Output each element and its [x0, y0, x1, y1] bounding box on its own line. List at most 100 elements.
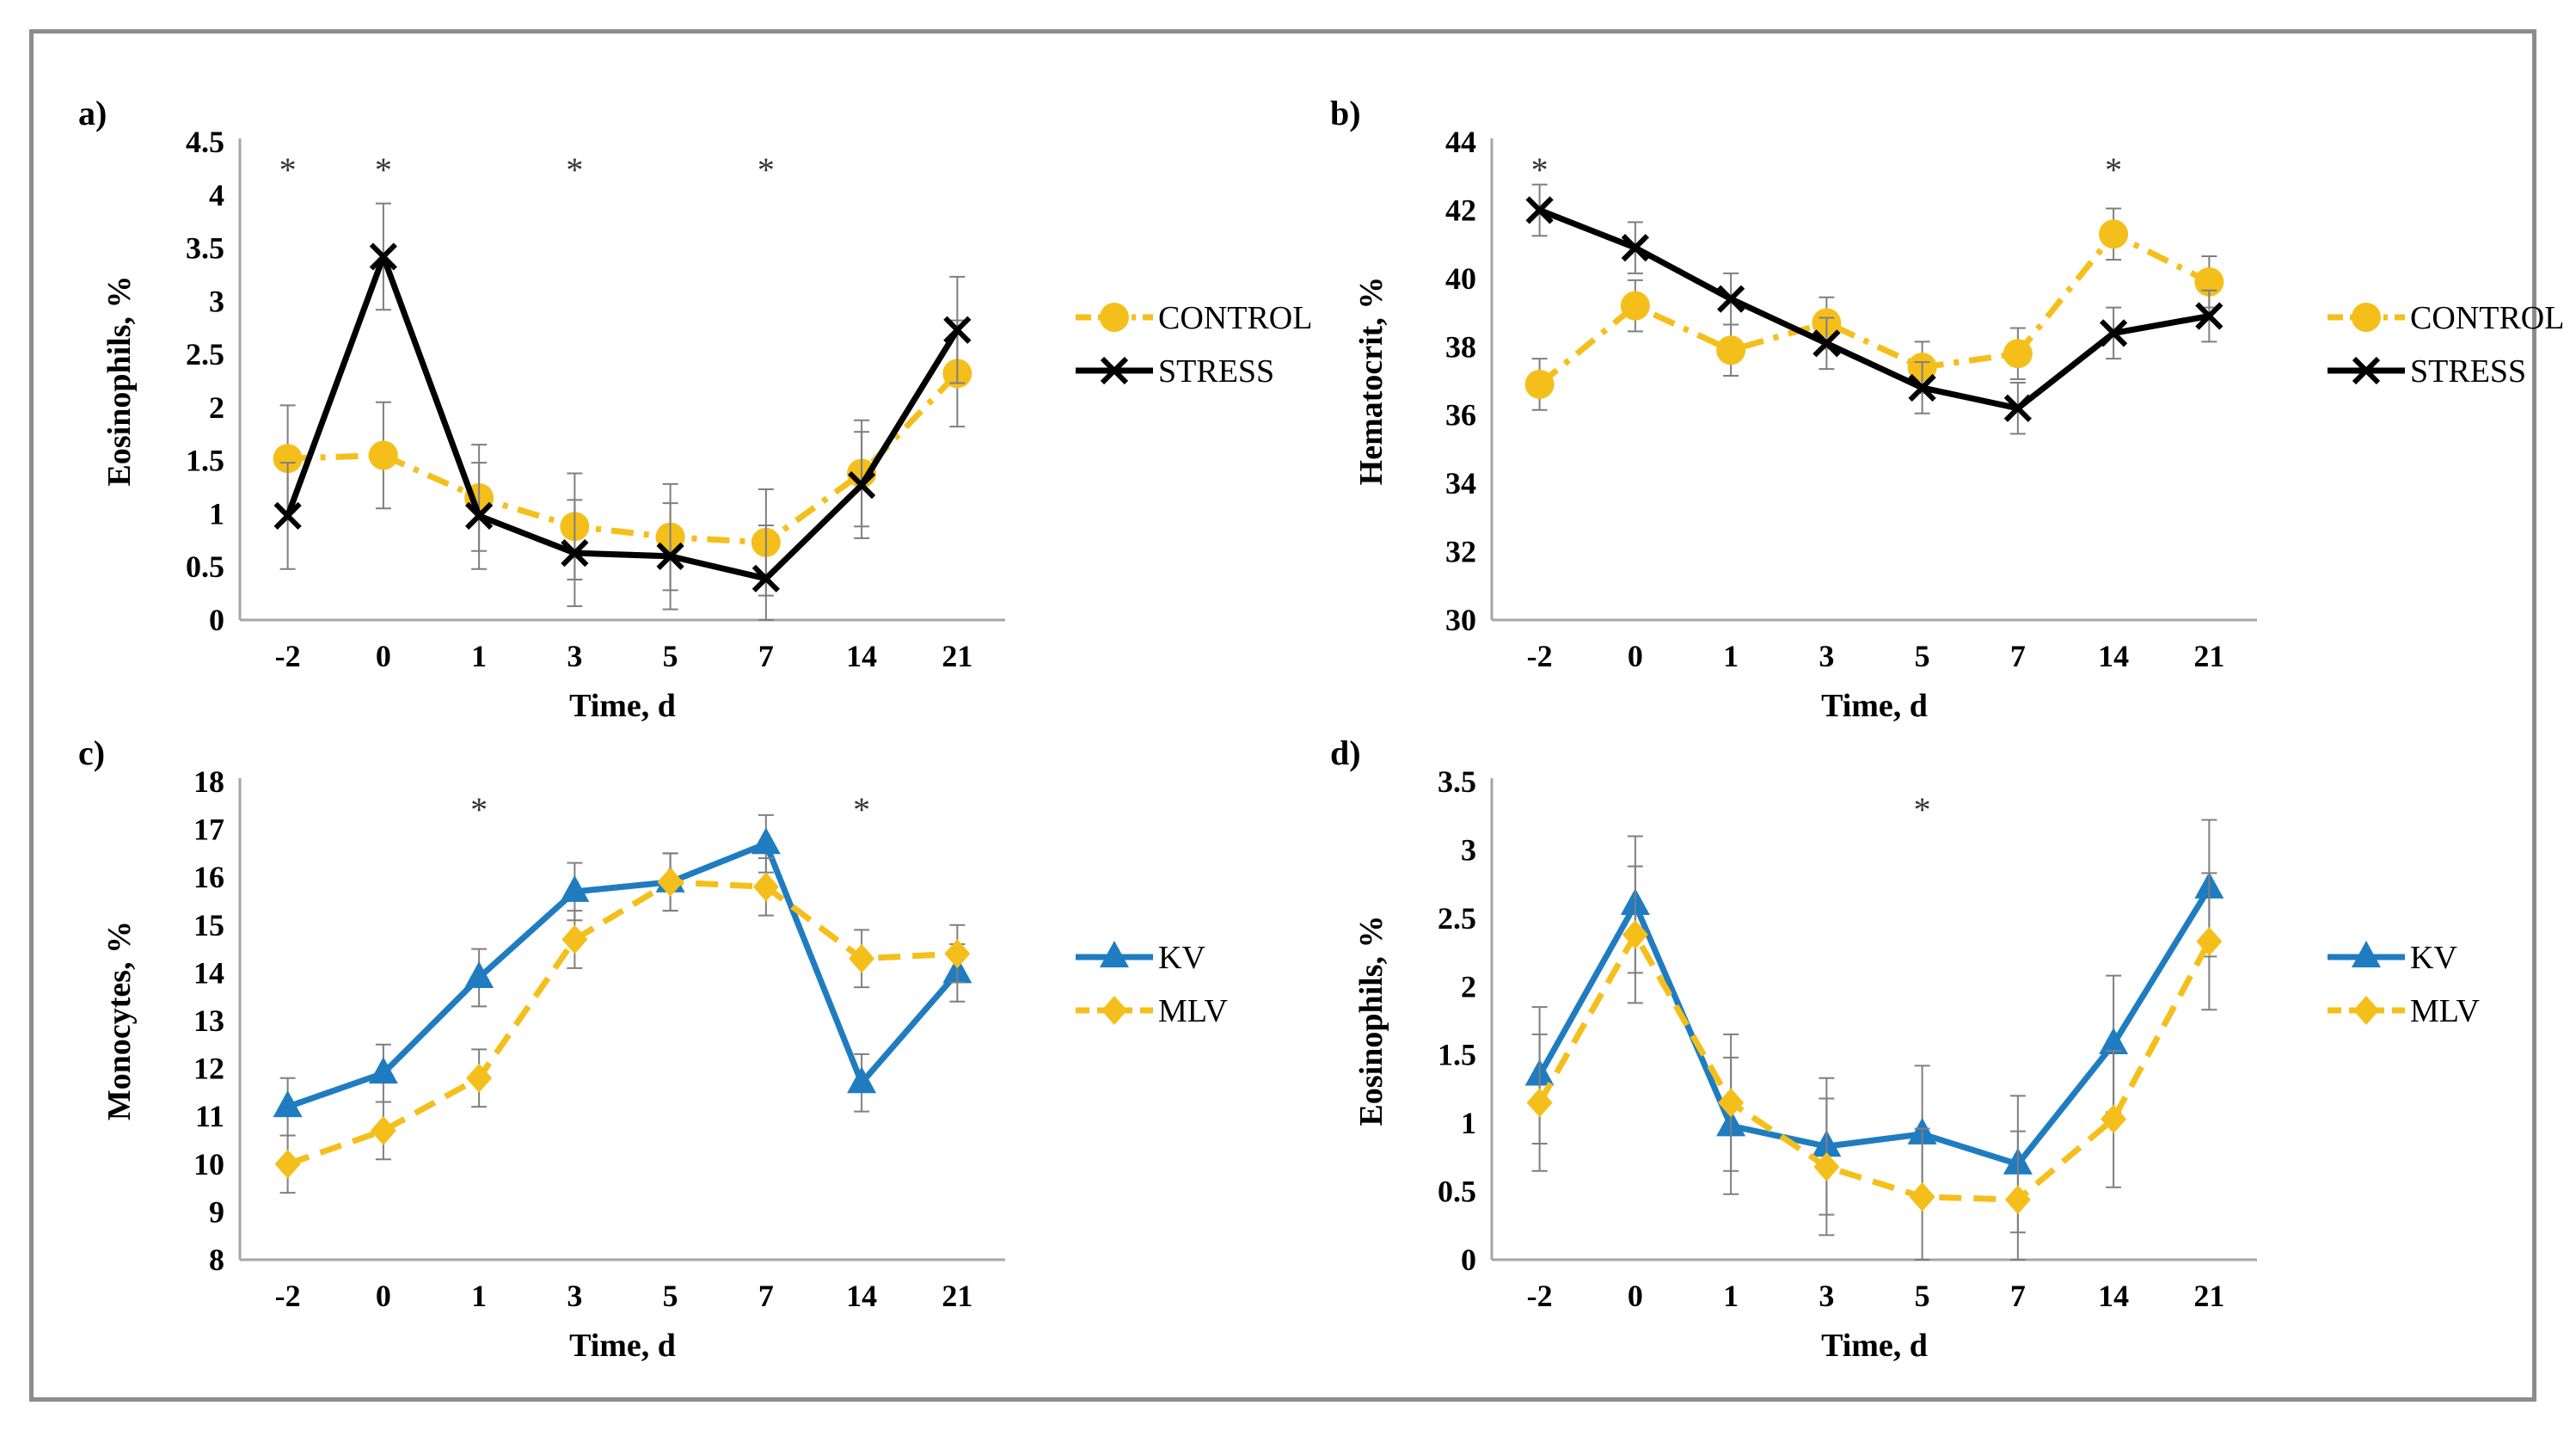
y-tick-label-a: 2: [209, 390, 224, 425]
legend-marker: [1100, 941, 1129, 967]
data-point: [273, 1090, 303, 1118]
x-tick-label-a: 0: [376, 639, 391, 673]
y-tick-label-b: 36: [1445, 398, 1476, 433]
legend-label: KV: [1158, 940, 1205, 976]
panel-label-d: d): [1330, 733, 1361, 772]
x-tick-label-c: 7: [758, 1279, 774, 1313]
data-point: [751, 827, 781, 855]
data-point: [944, 939, 971, 969]
data-point: [1812, 329, 1841, 358]
legend-marker: [2352, 941, 2381, 967]
significance-mark-c: *: [470, 790, 488, 829]
y-tick-label-d: 2: [1461, 969, 1476, 1003]
data-point: [368, 1057, 398, 1084]
series-line-stress: [1538, 207, 2210, 412]
x-tick-label-b: 3: [1819, 639, 1834, 673]
data-point: [370, 1115, 396, 1145]
x-tick-label-d: -2: [1527, 1279, 1553, 1313]
y-tick-label-a: 2.5: [186, 337, 224, 371]
y-tick-label-a: 3.5: [186, 231, 224, 266]
legend-label: STRESS: [2410, 353, 2526, 390]
y-tick-label-c: 11: [195, 1099, 224, 1133]
legend-marker: [1100, 356, 1129, 385]
y-tick-label-c: 16: [193, 860, 224, 894]
y-tick-label-b: 32: [1445, 535, 1476, 569]
series-control-b: [1524, 207, 2224, 411]
y-tick-label-c: 9: [209, 1194, 224, 1229]
data-point: [1526, 1088, 1553, 1118]
data-point: [849, 943, 875, 973]
x-tick-label-d: 7: [2010, 1279, 2026, 1313]
x-tick-label-b: -2: [1527, 639, 1553, 673]
data-point: [1524, 369, 1555, 399]
data-point: [2195, 302, 2223, 330]
data-point: [2100, 319, 2128, 347]
significance-mark-d: *: [1914, 790, 1931, 829]
x-tick-label-b: 7: [2010, 639, 2026, 673]
data-point: [751, 564, 780, 592]
data-point: [656, 542, 684, 570]
y-tick-label-d: 1: [1461, 1106, 1476, 1140]
figure-frame: a) 0 0.5 1 1.5 2 2.5 3 3.5 4 4.5 -2 0 1 3 5 7 14 21 Time, d…: [29, 29, 2564, 1402]
legend-marker: [2353, 996, 2379, 1025]
x-tick-label-d: 14: [2098, 1279, 2129, 1313]
chart-b-svg: b) 30 32 34 36 38 40 42 44 -2 0 1 3 5 7 14 21 Time, d Hema…: [1330, 94, 2564, 724]
series-mlv-d: [1526, 865, 2223, 1261]
significance-mark-b: *: [1531, 150, 1549, 189]
chart-d-svg: d) 0 0.5 1 1.5 2 2.5 3 3.5 -2 0 1 3 5 7 14 21 Time, d Eosi…: [1330, 733, 2481, 1364]
chart-panel-c: c) 8 9 10 11 12 13 14 15 16 17 18 -2 0 1 3 5 7 14 21 Time, d…: [68, 721, 1322, 1364]
data-point: [2196, 926, 2223, 956]
legend-label: MLV: [2410, 993, 2481, 1029]
x-tick-label-b: 5: [1915, 639, 1930, 673]
data-point: [1620, 291, 1650, 321]
y-tick-label-b: 44: [1445, 125, 1476, 159]
y-tick-label-d: 1.5: [1438, 1038, 1476, 1072]
x-tick-label-d: 0: [1628, 1279, 1643, 1313]
data-point: [1909, 1181, 1935, 1212]
y-tick-label-b: 38: [1445, 329, 1476, 364]
y-tick-label-a: 4: [209, 178, 224, 212]
x-tick-label-a: 21: [941, 639, 972, 673]
data-point: [464, 960, 494, 988]
x-tick-label-a: 7: [758, 639, 774, 673]
data-point: [2099, 1028, 2129, 1055]
legend-item-stress: STRESS: [2328, 353, 2526, 390]
panel-label-a: a): [78, 94, 107, 132]
data-point: [1621, 233, 1649, 262]
x-tick-label-b: 14: [2098, 639, 2129, 673]
series-line-mlv: [1536, 931, 2212, 1203]
data-point: [847, 1066, 877, 1094]
legend-item-mlv: MLV: [2328, 993, 2481, 1029]
legend-marker: [2352, 303, 2381, 332]
chart-panel-a: a) 0 0.5 1 1.5 2 2.5 3 3.5 4 4.5 -2 0 1 3 5 7 14 21 Time, d…: [68, 82, 1322, 724]
x-tick-label-a: 14: [846, 639, 877, 673]
series-line-mlv: [286, 879, 958, 1168]
x-axis-title-c: Time, d: [569, 1328, 676, 1364]
y-tick-label-b: 30: [1445, 603, 1476, 637]
y-tick-label-c: 17: [193, 813, 224, 847]
data-point: [2003, 339, 2033, 369]
chart-panel-b: b) 30 32 34 36 38 40 42 44 -2 0 1 3 5 7 14 21 Time, d Hema…: [1320, 82, 2573, 724]
y-tick-label-c: 14: [193, 955, 224, 990]
x-axis-title-a: Time, d: [569, 688, 676, 724]
series-line-kv: [286, 840, 960, 1110]
significance-mark-b: *: [2105, 150, 2122, 189]
panel-label-c: c): [78, 733, 105, 772]
x-tick-label-d: 3: [1819, 1279, 1834, 1313]
series-line-stress: [285, 253, 960, 582]
y-tick-label-c: 12: [193, 1052, 224, 1086]
legend-label: MLV: [1158, 993, 1229, 1029]
data-point: [273, 444, 303, 474]
data-point: [1813, 1151, 1840, 1181]
y-axis-title-a: Eosinophils, %: [101, 276, 138, 487]
y-tick-label-c: 10: [193, 1147, 224, 1181]
data-point: [274, 1149, 301, 1179]
x-tick-label-c: 21: [941, 1279, 972, 1313]
data-point: [2003, 394, 2032, 422]
chart-panel-d: d) 0 0.5 1 1.5 2 2.5 3 3.5 -2 0 1 3 5 7 14 21 Time, d Eosi…: [1320, 721, 2573, 1364]
data-point: [1716, 335, 1746, 365]
x-tick-label-c: -2: [275, 1279, 301, 1313]
x-tick-label-c: 3: [567, 1279, 582, 1313]
x-tick-label-d: 1: [1723, 1279, 1739, 1313]
